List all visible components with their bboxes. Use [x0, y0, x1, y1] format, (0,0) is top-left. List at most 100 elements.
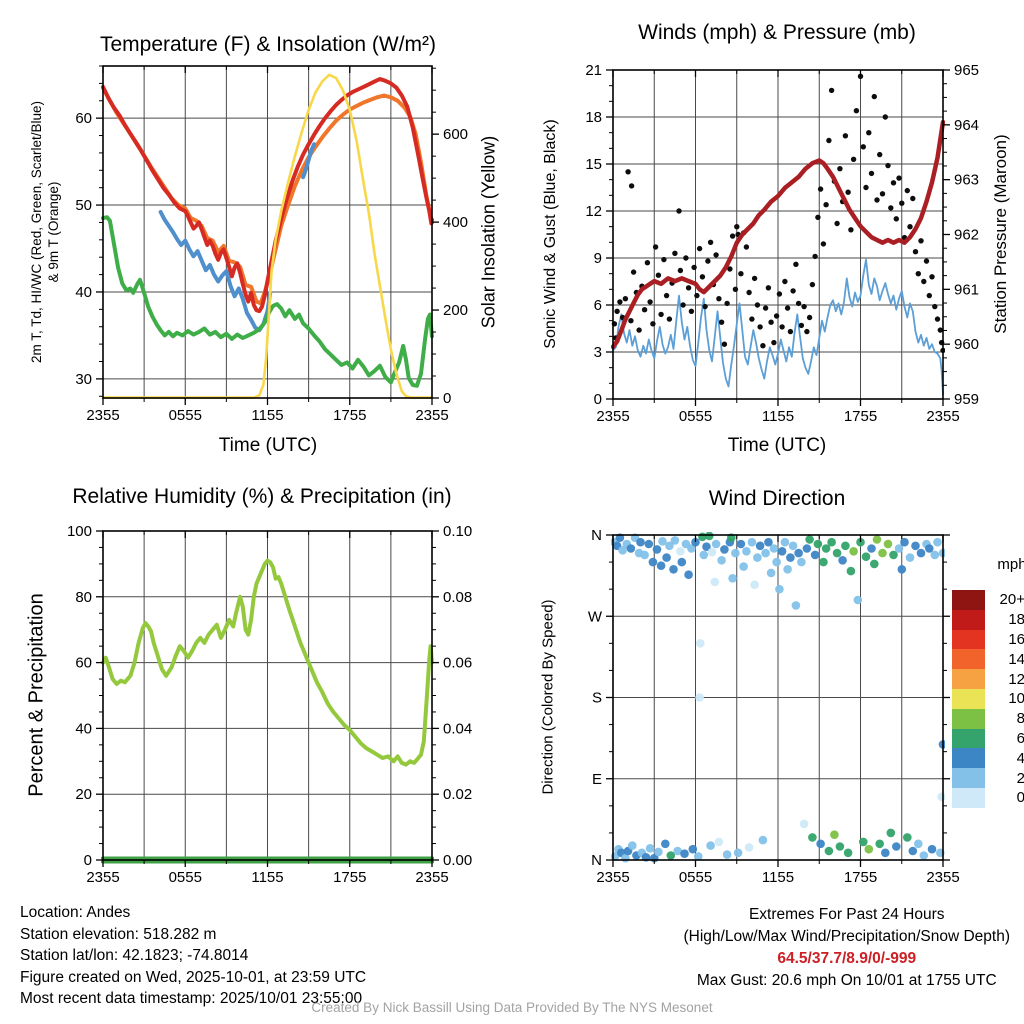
legend-label: 18 — [1008, 611, 1024, 629]
legend-entry: 8 — [952, 708, 1024, 729]
svg-text:50: 50 — [75, 197, 92, 214]
svg-text:0.10: 0.10 — [443, 523, 472, 540]
legend-swatch — [952, 609, 985, 630]
legend-entry: 18 — [952, 609, 1024, 630]
figure-created: Figure created on Wed, 2025-10-01, at 23… — [20, 968, 367, 986]
legend-entry: 2 — [952, 768, 1024, 788]
legend-swatch — [952, 649, 985, 670]
legend-label: 12 — [1008, 670, 1024, 688]
legend-title: mph — [997, 556, 1024, 573]
svg-text:1155: 1155 — [251, 869, 283, 886]
svg-text:2355: 2355 — [926, 869, 959, 886]
svg-text:30: 30 — [75, 371, 92, 388]
svg-text:0: 0 — [84, 852, 92, 869]
svg-text:0.06: 0.06 — [443, 655, 472, 672]
svg-text:959: 959 — [954, 391, 979, 408]
svg-text:2355: 2355 — [86, 407, 119, 424]
svg-text:0: 0 — [594, 391, 602, 408]
svg-text:961: 961 — [954, 281, 979, 298]
svg-text:S: S — [592, 690, 602, 707]
extremes-heading: Extremes For Past 24 Hours — [748, 906, 945, 923]
legend-label: 4 — [1016, 749, 1024, 767]
legend-entry: 16 — [952, 629, 1024, 650]
svg-text:0: 0 — [443, 390, 451, 407]
svg-text:40: 40 — [75, 284, 92, 301]
svg-text:2355: 2355 — [415, 407, 448, 424]
svg-text:964: 964 — [954, 117, 979, 134]
axis-ticks — [606, 534, 950, 867]
direction-y-axis-label: Direction (Colored By Speed) — [539, 599, 557, 795]
svg-text:N: N — [591, 527, 602, 544]
svg-text:80: 80 — [75, 589, 92, 606]
series-wind-gust — [611, 73, 945, 354]
svg-text:100: 100 — [67, 523, 92, 540]
svg-text:400: 400 — [443, 214, 468, 231]
legend-label: 10 — [1008, 690, 1024, 708]
svg-text:15: 15 — [585, 156, 602, 173]
tick-labels: 2355 0555 1155 1755 23550204060801000.000.02… — [67, 523, 472, 886]
svg-text:60: 60 — [75, 110, 92, 127]
svg-text:962: 962 — [954, 227, 979, 244]
svg-text:20: 20 — [75, 786, 92, 803]
legend-label: 8 — [1016, 710, 1024, 728]
axis-ticks — [606, 69, 950, 406]
gridlines — [103, 531, 432, 860]
time-axis-label-left: Time (UTC) — [218, 435, 318, 456]
svg-text:1155: 1155 — [762, 869, 794, 886]
legend-entry: 4 — [952, 748, 1024, 769]
series-relative-humidity — [101, 558, 434, 767]
tick-labels: 2355 0555 1155 1755 235503691215182195996096… — [585, 62, 979, 425]
legend-label: 20+ — [999, 591, 1024, 609]
series-wind-direction-points — [611, 532, 945, 863]
svg-text:0.04: 0.04 — [443, 720, 472, 737]
legend-swatch — [952, 669, 985, 689]
legend-swatch — [952, 688, 985, 709]
legend-entry: 20+ — [952, 590, 1024, 610]
sonic-wind-y-axis-label: Sonic Wind & Gust (Blue, Black) — [542, 119, 559, 349]
legend-label: 0 — [1016, 789, 1024, 807]
credit-line: Created By Nick Bassill Using Data Provi… — [311, 1000, 713, 1015]
svg-text:2355: 2355 — [86, 869, 119, 886]
station-location: Location: Andes — [20, 904, 131, 921]
svg-text:1755: 1755 — [844, 869, 877, 886]
series — [101, 73, 434, 399]
legend-entry: 12 — [952, 669, 1024, 689]
svg-text:0.02: 0.02 — [443, 786, 472, 803]
svg-text:2355: 2355 — [415, 869, 448, 886]
legend-label: 16 — [1008, 630, 1024, 648]
series-sonic-wind — [612, 258, 944, 396]
legend-swatch — [952, 787, 985, 808]
legend-label: 6 — [1016, 729, 1024, 747]
legend-swatch — [952, 590, 985, 610]
svg-text:W: W — [588, 608, 603, 625]
winds-chart-title: Winds (mph) & Pressure (mb) — [638, 21, 916, 44]
wind-direction-chart-title: Wind Direction — [708, 487, 846, 510]
svg-text:2355: 2355 — [596, 408, 629, 425]
svg-text:0.00: 0.00 — [443, 852, 472, 869]
legend-entry: 0 — [952, 787, 1024, 808]
svg-text:0555: 0555 — [169, 407, 202, 424]
time-axis-label-right: Time (UTC) — [727, 435, 827, 456]
svg-text:1155: 1155 — [762, 408, 794, 425]
winds-pressure-chart: 2355 0555 1155 1755 235503691215182195996096… — [585, 62, 979, 425]
extremes-subheading: (High/Low/Max Wind/Precipitation/Snow De… — [683, 928, 1011, 945]
temperature-y-axis-label: 2m T, Td, HI/WC (Red, Green, Scarlet/Blu… — [28, 101, 62, 363]
svg-text:3: 3 — [594, 344, 602, 361]
max-gust: Max Gust: 20.6 mph On 10/01 at 1755 UTC — [696, 972, 997, 989]
insolation-y-axis-label: Solar Insolation (Yellow) — [478, 135, 499, 329]
temperature-y-axis-label-line2: & 9m T (Orange) — [46, 181, 61, 283]
svg-text:1755: 1755 — [333, 407, 366, 424]
svg-text:40: 40 — [75, 720, 92, 737]
svg-text:E: E — [592, 771, 602, 788]
svg-text:1755: 1755 — [844, 408, 877, 425]
svg-text:9: 9 — [594, 250, 602, 267]
legend-swatch — [952, 728, 985, 749]
percent-precip-y-axis-label: Percent & Precipitation — [25, 593, 48, 797]
legend-entry: 10 — [952, 688, 1024, 709]
svg-text:1755: 1755 — [333, 869, 366, 886]
legend-entry: 6 — [952, 728, 1024, 749]
